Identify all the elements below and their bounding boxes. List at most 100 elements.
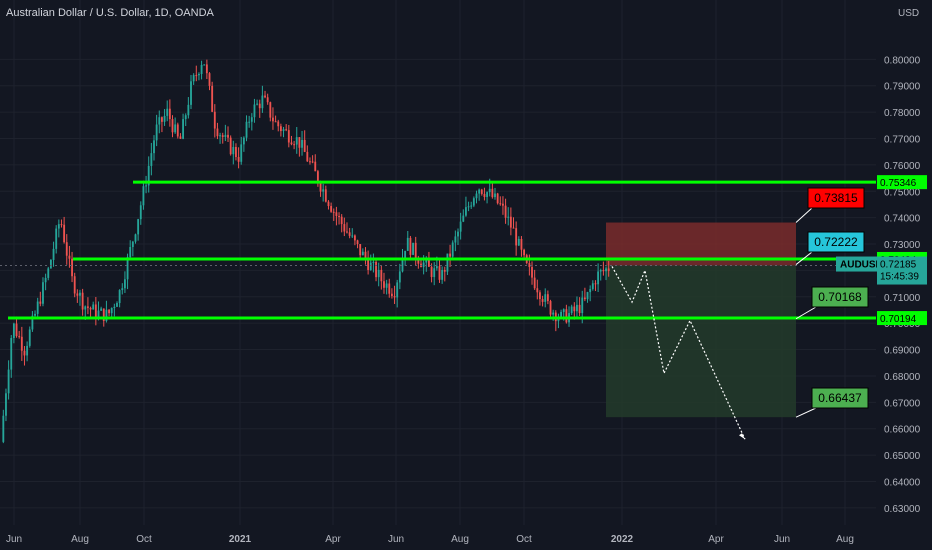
- candle-body: [340, 216, 343, 225]
- candle-body: [256, 103, 259, 105]
- candle-body: [219, 135, 222, 137]
- candle-body: [504, 205, 507, 218]
- candle-body: [369, 262, 372, 270]
- candle-body: [301, 139, 303, 148]
- candle-body: [472, 198, 475, 206]
- candle-body: [190, 81, 192, 105]
- candle-body: [427, 259, 430, 267]
- candle-body: [523, 249, 526, 256]
- candle-body: [546, 294, 549, 302]
- y-tick-label: 0.67000: [884, 398, 921, 409]
- candle-body: [195, 75, 198, 77]
- candle-body: [145, 185, 147, 187]
- candle-body: [343, 224, 346, 232]
- x-tick-label: Aug: [451, 534, 469, 545]
- candle-body: [290, 142, 293, 145]
- callout-box: [807, 187, 865, 209]
- candle-body: [528, 263, 531, 268]
- callout-leader: [795, 306, 817, 320]
- candle-body: [361, 251, 364, 256]
- candle-body: [100, 308, 103, 311]
- last-price-tag: [877, 256, 927, 285]
- candle-body: [346, 231, 348, 233]
- candle-body: [221, 135, 224, 138]
- candle-body: [158, 117, 161, 125]
- candle-body: [539, 292, 541, 300]
- candle-body: [126, 257, 129, 280]
- candle-body: [118, 290, 121, 304]
- candle-body: [161, 117, 163, 122]
- candle-body: [5, 393, 7, 416]
- candle-body: [28, 329, 31, 346]
- candle-body: [560, 311, 563, 318]
- candle-body: [586, 292, 589, 300]
- candle-body: [131, 241, 134, 247]
- candle-body: [116, 303, 118, 307]
- candle-body: [258, 103, 261, 109]
- candle-body: [105, 309, 108, 321]
- level-price-tag: [877, 175, 927, 190]
- candle-body: [7, 369, 10, 394]
- callout-label: 0.72222: [814, 235, 858, 249]
- x-tick-label: Apr: [325, 534, 341, 545]
- candle-body: [237, 157, 240, 162]
- candle-body: [84, 306, 87, 310]
- candle-body: [533, 277, 536, 289]
- candle-body: [438, 266, 441, 280]
- candle-body: [549, 301, 552, 315]
- candle-body: [441, 270, 444, 280]
- candle-body: [605, 268, 607, 272]
- candle-body: [121, 288, 124, 291]
- y-tick-label: 0.63000: [884, 504, 921, 515]
- candle-body: [298, 137, 301, 148]
- candle-body: [377, 269, 380, 278]
- candle-body: [517, 238, 520, 246]
- candle-body: [134, 234, 137, 242]
- candle-body: [520, 238, 523, 250]
- candle-body: [507, 216, 510, 218]
- symbol-tag-text: AUDUSD: [840, 260, 883, 271]
- candle-body: [200, 64, 203, 75]
- candle-body: [496, 193, 499, 204]
- candle-body: [309, 161, 311, 163]
- candle-body: [478, 189, 481, 194]
- candle-body: [446, 253, 449, 272]
- candle-body: [65, 242, 68, 256]
- candle-body: [322, 189, 325, 192]
- candle-body: [2, 415, 5, 442]
- candle-body: [97, 310, 100, 318]
- forecast-path: [611, 266, 746, 440]
- candle-body: [509, 216, 512, 228]
- candle-body: [375, 261, 377, 278]
- symbol-tag: [836, 256, 878, 272]
- candle-body: [443, 270, 446, 272]
- candle-body: [36, 301, 39, 314]
- candle-body: [142, 186, 145, 206]
- callout-leader: [795, 407, 817, 418]
- candle-body: [531, 267, 533, 278]
- y-tick-label: 0.68000: [884, 372, 921, 383]
- candle-body: [409, 237, 412, 255]
- candle-body: [198, 74, 200, 76]
- currency-label: USD: [898, 8, 919, 19]
- candle-body: [483, 193, 486, 197]
- candle-body: [306, 151, 309, 162]
- candle-body: [383, 281, 385, 288]
- callout-label: 0.66437: [818, 391, 862, 405]
- candle-body: [502, 203, 504, 206]
- candle-body: [60, 224, 63, 226]
- candle-body: [465, 207, 467, 216]
- level-price-tag-text: 0.70194: [880, 314, 917, 325]
- candle-body: [49, 259, 52, 269]
- candle-body: [335, 212, 338, 216]
- candle-body: [581, 297, 584, 314]
- y-tick-label: 0.65000: [884, 451, 921, 462]
- candle-body: [224, 134, 227, 138]
- candle-body: [264, 95, 266, 98]
- candle-body: [327, 201, 330, 207]
- y-tick-label: 0.77000: [884, 135, 921, 146]
- y-tick-label: 0.78000: [884, 108, 921, 119]
- candle-body: [42, 282, 44, 304]
